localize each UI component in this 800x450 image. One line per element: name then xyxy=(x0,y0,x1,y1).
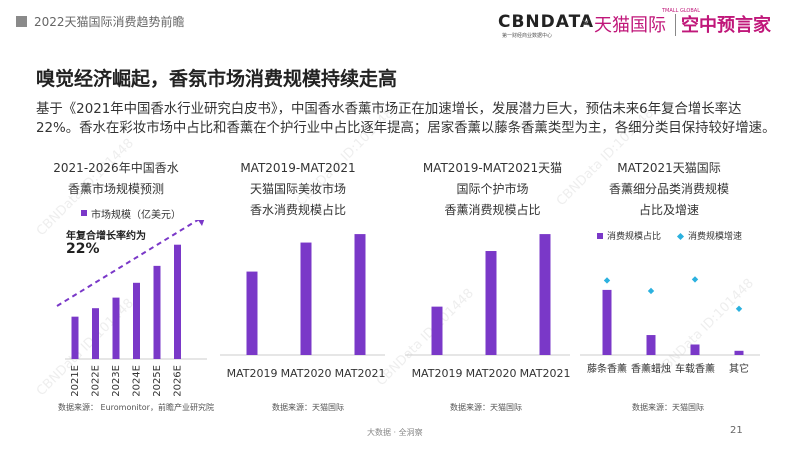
cbndata-logo: CBNDATA xyxy=(498,12,595,32)
chart4-bar xyxy=(734,350,744,355)
chart4-aroma-subcategory: 藤条香薰 香薰蜡烛 车载香薰 其它 xyxy=(580,276,760,375)
chart1-cagr-label: 年复合增长率约为 xyxy=(66,231,146,242)
chart4-title: MAT2021天猫国际 香薰细分品类消费规模 占比及增速 xyxy=(608,161,729,217)
chart1-legend-label: 市场规模（亿美元） xyxy=(91,210,181,221)
tmall-global-logo: 天猫国际 xyxy=(594,15,666,36)
chart4-growth-point xyxy=(691,276,699,283)
chart1-tick-label: 2024E xyxy=(132,365,143,397)
chart1-growth-arrowhead xyxy=(198,220,205,226)
chart2-bar xyxy=(354,234,366,355)
chart1-tick-label: 2026E xyxy=(173,365,184,397)
chart3-bar xyxy=(431,306,443,355)
chart2-source: 数据来源：天猫国际 xyxy=(272,403,344,412)
chart4-legend-bar-label: 消费规模占比 xyxy=(607,232,662,242)
chart1-bar xyxy=(153,265,161,359)
chart3-source: 数据来源：天猫国际 xyxy=(450,403,522,412)
chart4-legend-dot-icon xyxy=(676,232,685,241)
chart2-tick-label: MAT2019 xyxy=(227,367,278,380)
chart4-growth-point xyxy=(603,277,611,284)
chart4-bar xyxy=(602,289,612,355)
chart1-source: 数据来源： Euromonitor，前瞻产业研究院 xyxy=(58,403,214,412)
cbndata-logo-subtitle: 第一财经商业数据中心 xyxy=(502,33,553,39)
chart1-tick-label: 2025E xyxy=(152,365,163,397)
chart2-bar xyxy=(246,271,258,355)
summary-paragraph: 基于《2021年中国香水行业研究白皮书》，中国香水香薰市场正在加速增长，发展潜力… xyxy=(36,102,776,136)
page-headline: 嗅觉经济崛起，香氛市场消费规模持续走高 xyxy=(36,68,398,90)
chart4-tick-label: 车载香薰 xyxy=(675,362,715,375)
chart4-tick-label: 其它 xyxy=(729,362,749,375)
logo-separator-x: × xyxy=(581,16,591,29)
chart4-legend-bar-swatch xyxy=(597,233,603,239)
footer-slogan: 大数据 · 全洞察 xyxy=(367,428,423,437)
chart2-tick-label: MAT2020 xyxy=(281,367,332,380)
chart3-title: MAT2019-MAT2021天猫 国际个护市场 香薰消费规模占比 xyxy=(422,161,563,217)
chart1-tick-label: 2021E xyxy=(70,365,81,397)
logo-divider xyxy=(675,14,676,36)
chart4-bar xyxy=(646,335,656,355)
chart2-bar xyxy=(300,242,312,355)
chart4-bar xyxy=(690,344,700,355)
chart4-growth-point xyxy=(735,305,743,312)
chart1-tick-label: 2022E xyxy=(91,365,102,397)
chart1-cagr-value: 22% xyxy=(66,241,100,257)
chart1-legend-swatch xyxy=(81,210,87,216)
chart1-market-size: 2021E 2022E 2023E 2024E 2025E 2026E xyxy=(56,220,207,397)
chart3-bar xyxy=(539,234,551,355)
chart2-tick-label: MAT2021 xyxy=(335,367,385,380)
kongzhong-yuyanjia-logo: 空中预言家 xyxy=(681,15,771,36)
tmall-global-logo-subtitle: TMALL GLOBAL xyxy=(662,8,701,14)
page-number: 21 xyxy=(730,425,743,436)
report-title: 2022天猫国际消费趋势前瞻 xyxy=(34,15,185,29)
header-square-icon xyxy=(16,16,27,27)
chart4-growth-point xyxy=(647,287,655,295)
chart3-tick-label: MAT2021 xyxy=(520,367,570,380)
chart3-aroma-share: MAT2019 MAT2020 MAT2021 xyxy=(405,234,570,380)
chart1-tick-label: 2023E xyxy=(111,365,122,397)
chart4-legend-dot-label: 消费规模增速 xyxy=(688,232,743,242)
chart3-bar xyxy=(485,251,497,355)
chart4-source: 数据来源：天猫国际 xyxy=(632,403,704,412)
chart3-tick-label: MAT2020 xyxy=(466,367,517,380)
chart3-tick-label: MAT2019 xyxy=(412,367,463,380)
chart1-bar xyxy=(92,308,99,359)
chart1-bar xyxy=(71,316,79,359)
chart2-title: MAT2019-MAT2021 天猫国际美妆市场 香水消费规模占比 xyxy=(240,161,356,217)
chart1-bar xyxy=(112,297,120,359)
chart4-tick-label: 香薰蜡烛 xyxy=(631,362,671,375)
chart1-title: 2021-2026年中国香水 香薰市场规模预测 xyxy=(53,161,179,196)
chart4-tick-label: 藤条香薰 xyxy=(587,362,627,375)
chart1-growth-arrow xyxy=(56,220,200,307)
chart1-bar xyxy=(174,244,181,359)
chart2-perfume-share: MAT2019 MAT2020 MAT2021 xyxy=(220,234,385,380)
chart1-bar xyxy=(133,282,140,359)
